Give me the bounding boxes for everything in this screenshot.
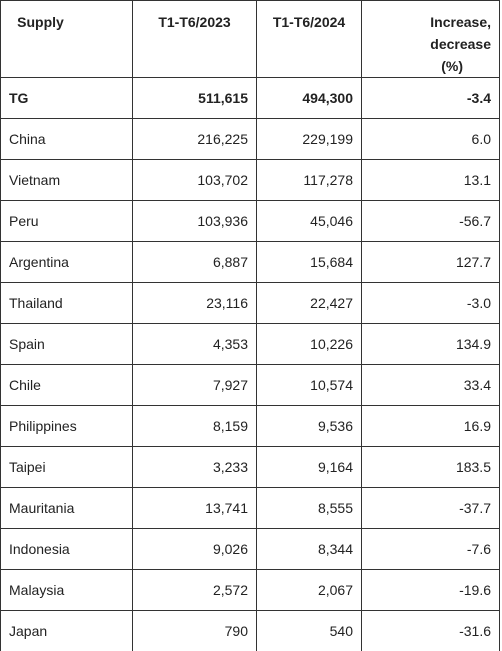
cell-2023: 23,116 [133, 283, 257, 324]
cell-supply: Malaysia [1, 570, 133, 611]
cell-supply: Indonesia [1, 529, 133, 570]
cell-2023: 216,225 [133, 119, 257, 160]
cell-2023: 103,702 [133, 160, 257, 201]
header-change: Increase, decrease (%) [362, 1, 500, 78]
table-row: Philippines 8,159 9,536 16.9 [1, 406, 500, 447]
cell-2024: 9,164 [257, 447, 362, 488]
cell-2023: 13,741 [133, 488, 257, 529]
header-row: Supply T1-T6/2023 T1-T6/2024 Increase, d… [1, 1, 500, 78]
header-2023: T1-T6/2023 [133, 1, 257, 78]
cell-2024: 8,344 [257, 529, 362, 570]
cell-change: 13.1 [362, 160, 500, 201]
table-row: Mauritania 13,741 8,555 -37.7 [1, 488, 500, 529]
header-2024: T1-T6/2024 [257, 1, 362, 78]
cell-change: -7.6 [362, 529, 500, 570]
cell-2023: 511,615 [133, 78, 257, 119]
table-row: Argentina 6,887 15,684 127.7 [1, 242, 500, 283]
cell-change: -37.7 [362, 488, 500, 529]
cell-2024: 117,278 [257, 160, 362, 201]
cell-change: -56.7 [362, 201, 500, 242]
cell-2024: 10,574 [257, 365, 362, 406]
cell-2024: 10,226 [257, 324, 362, 365]
cell-change: 6.0 [362, 119, 500, 160]
cell-supply: Philippines [1, 406, 133, 447]
table-header: Supply T1-T6/2023 T1-T6/2024 Increase, d… [1, 1, 500, 78]
table-row: Spain 4,353 10,226 134.9 [1, 324, 500, 365]
cell-2024: 22,427 [257, 283, 362, 324]
cell-change: 134.9 [362, 324, 500, 365]
cell-supply: Taipei [1, 447, 133, 488]
cell-2023: 103,936 [133, 201, 257, 242]
cell-change: -3.4 [362, 78, 500, 119]
cell-2024: 45,046 [257, 201, 362, 242]
header-supply: Supply [1, 1, 133, 78]
cell-supply: Peru [1, 201, 133, 242]
cell-change: 183.5 [362, 447, 500, 488]
cell-supply: Vietnam [1, 160, 133, 201]
cell-supply: TG [1, 78, 133, 119]
cell-2024: 8,555 [257, 488, 362, 529]
cell-supply: China [1, 119, 133, 160]
cell-supply: Spain [1, 324, 133, 365]
table-row: Thailand 23,116 22,427 -3.0 [1, 283, 500, 324]
cell-2023: 790 [133, 611, 257, 651]
cell-2023: 9,026 [133, 529, 257, 570]
cell-supply: Mauritania [1, 488, 133, 529]
cell-2024: 15,684 [257, 242, 362, 283]
table-row: Chile 7,927 10,574 33.4 [1, 365, 500, 406]
cell-2024: 229,199 [257, 119, 362, 160]
cell-2023: 8,159 [133, 406, 257, 447]
cell-change: -31.6 [362, 611, 500, 651]
cell-2024: 2,067 [257, 570, 362, 611]
table-row: Indonesia 9,026 8,344 -7.6 [1, 529, 500, 570]
table-body: TG 511,615 494,300 -3.4 China 216,225 22… [1, 78, 500, 651]
cell-supply: Argentina [1, 242, 133, 283]
table-row: Malaysia 2,572 2,067 -19.6 [1, 570, 500, 611]
table-row: Vietnam 103,702 117,278 13.1 [1, 160, 500, 201]
table-row: Taipei 3,233 9,164 183.5 [1, 447, 500, 488]
cell-supply: Japan [1, 611, 133, 651]
cell-change: 16.9 [362, 406, 500, 447]
cell-change: 127.7 [362, 242, 500, 283]
cell-2023: 6,887 [133, 242, 257, 283]
cell-2023: 2,572 [133, 570, 257, 611]
header-change-line2: (%) [441, 58, 463, 74]
table-row-total: TG 511,615 494,300 -3.4 [1, 78, 500, 119]
cell-2024: 494,300 [257, 78, 362, 119]
cell-2024: 540 [257, 611, 362, 651]
table-row: Japan 790 540 -31.6 [1, 611, 500, 651]
cell-change: -3.0 [362, 283, 500, 324]
table-row: Peru 103,936 45,046 -56.7 [1, 201, 500, 242]
cell-supply: Thailand [1, 283, 133, 324]
header-change-line1: Increase, decrease [430, 14, 491, 52]
cell-2023: 3,233 [133, 447, 257, 488]
cell-change: -19.6 [362, 570, 500, 611]
cell-2023: 4,353 [133, 324, 257, 365]
cell-supply: Chile [1, 365, 133, 406]
cell-change: 33.4 [362, 365, 500, 406]
table-row: China 216,225 229,199 6.0 [1, 119, 500, 160]
cell-2024: 9,536 [257, 406, 362, 447]
cell-2023: 7,927 [133, 365, 257, 406]
